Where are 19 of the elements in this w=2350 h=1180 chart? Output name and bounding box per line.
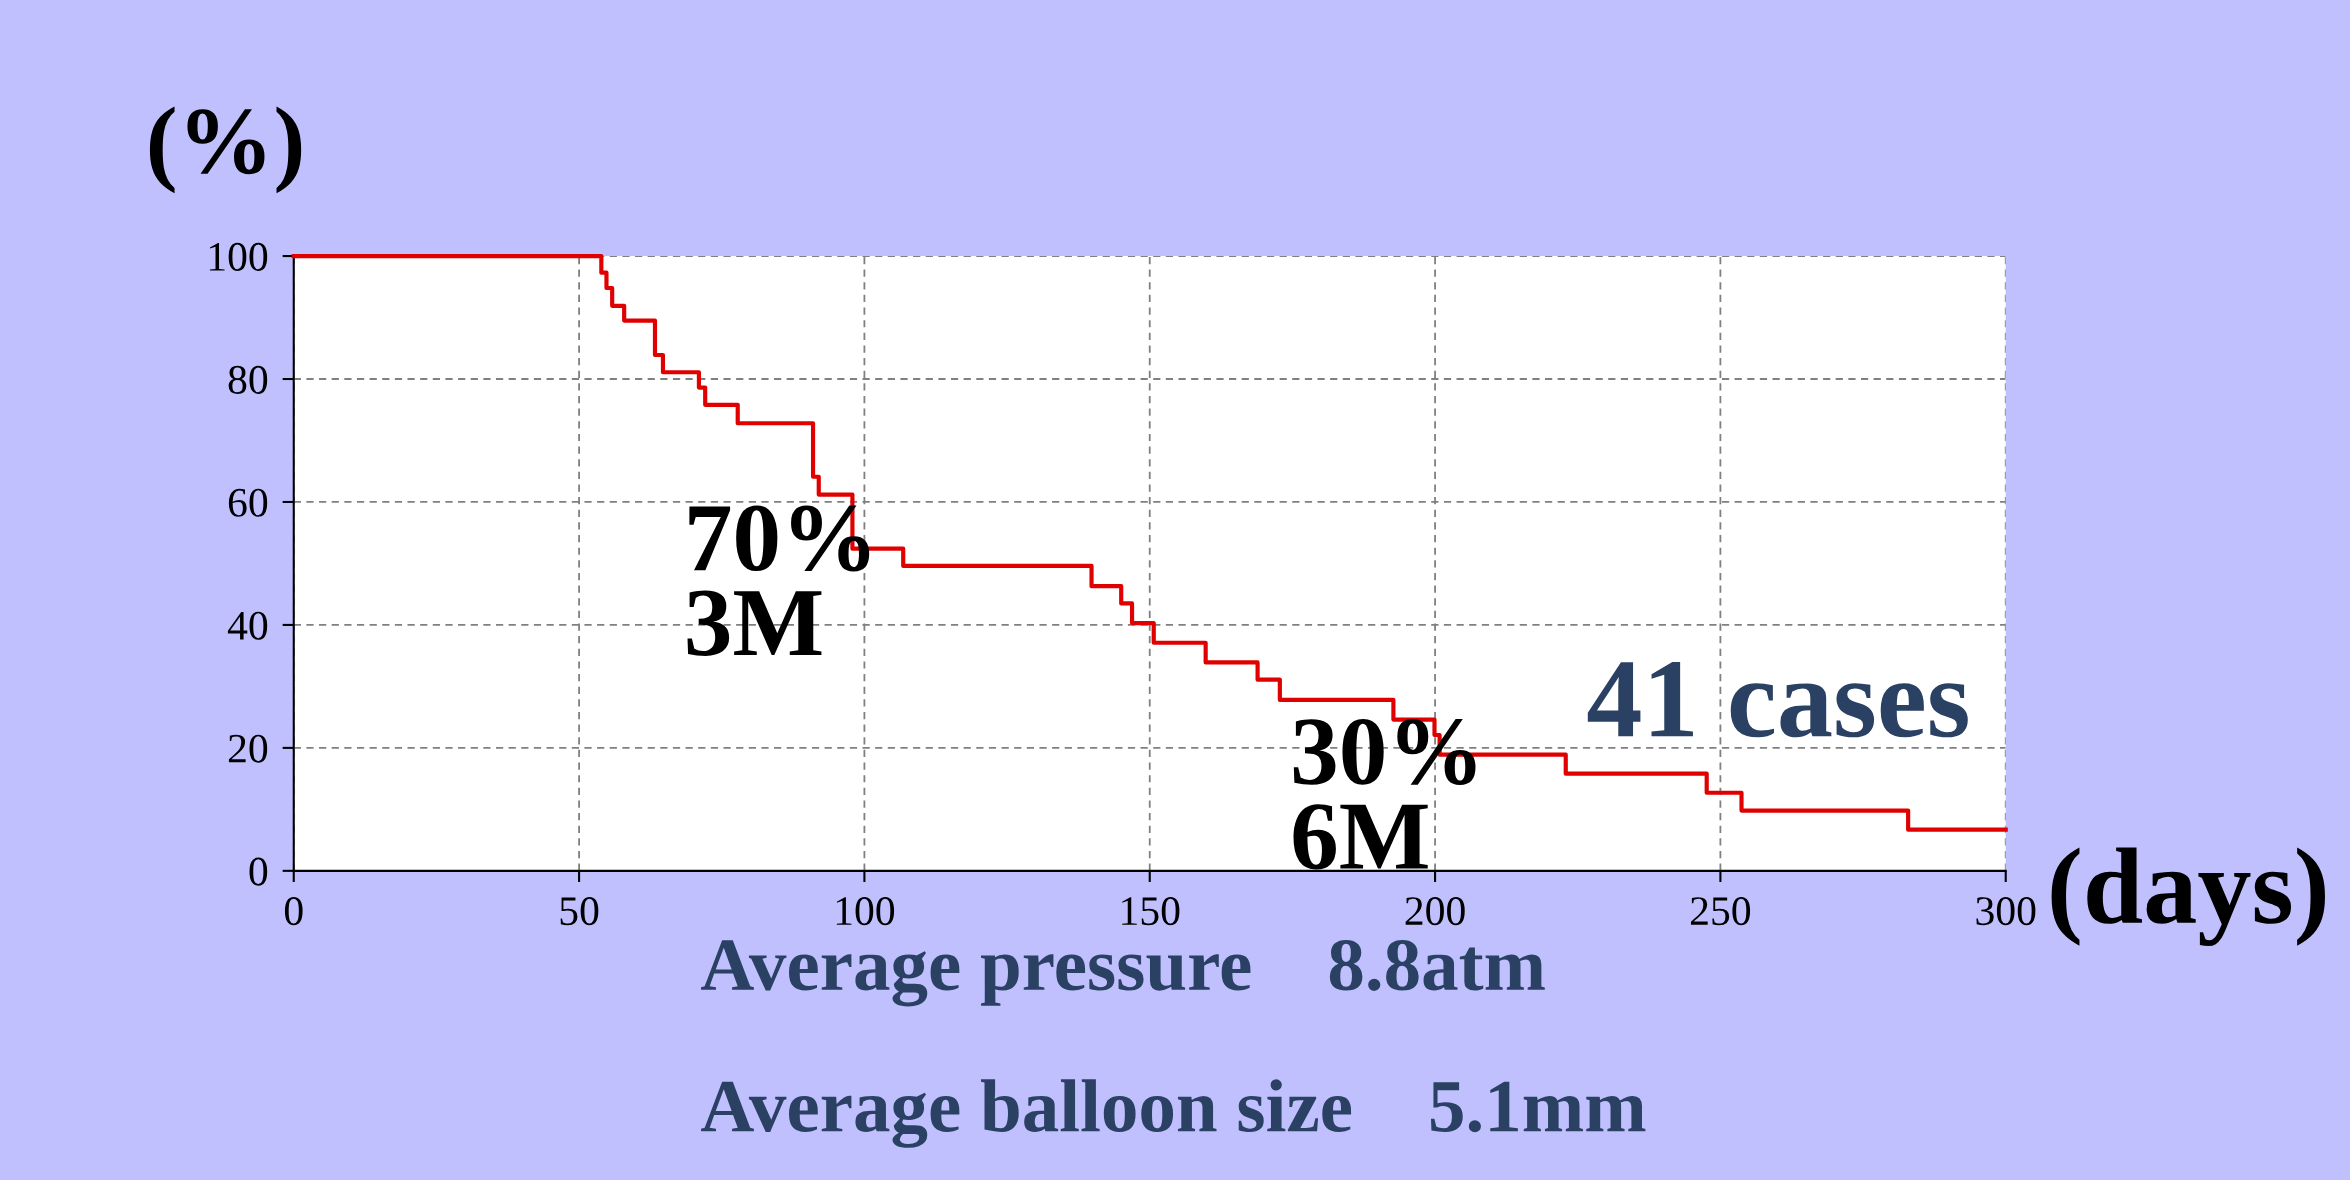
x-tick-label: 100 [836,897,895,926]
text: Average pressure 8.8atm Average balloon size 5.1mm [701,939,1646,1148]
y-tick-label: 40 [227,611,268,640]
annotation: 41 cases [1587,661,1968,738]
y-tick-label: 100 [209,242,268,271]
x-axis-title: (days) [2051,847,2325,947]
x-tick-label: 200 [1405,897,1465,926]
x-tick-label: 300 [1976,897,2036,926]
x-tick-label: 0 [284,897,303,926]
x-tick-label: 250 [1690,897,1751,926]
y-tick-label: 80 [228,365,268,394]
annotation: 30% 6M [1293,719,1476,870]
x-tick-label: 50 [560,897,599,926]
y-tick-label: 0 [249,857,268,886]
y-axis-title: (%) [149,106,302,194]
annotation: 70% 3M [687,505,870,656]
y-tick-label: 60 [228,488,268,517]
y-tick-label: 20 [228,734,268,763]
x-tick-label: 150 [1122,897,1180,926]
